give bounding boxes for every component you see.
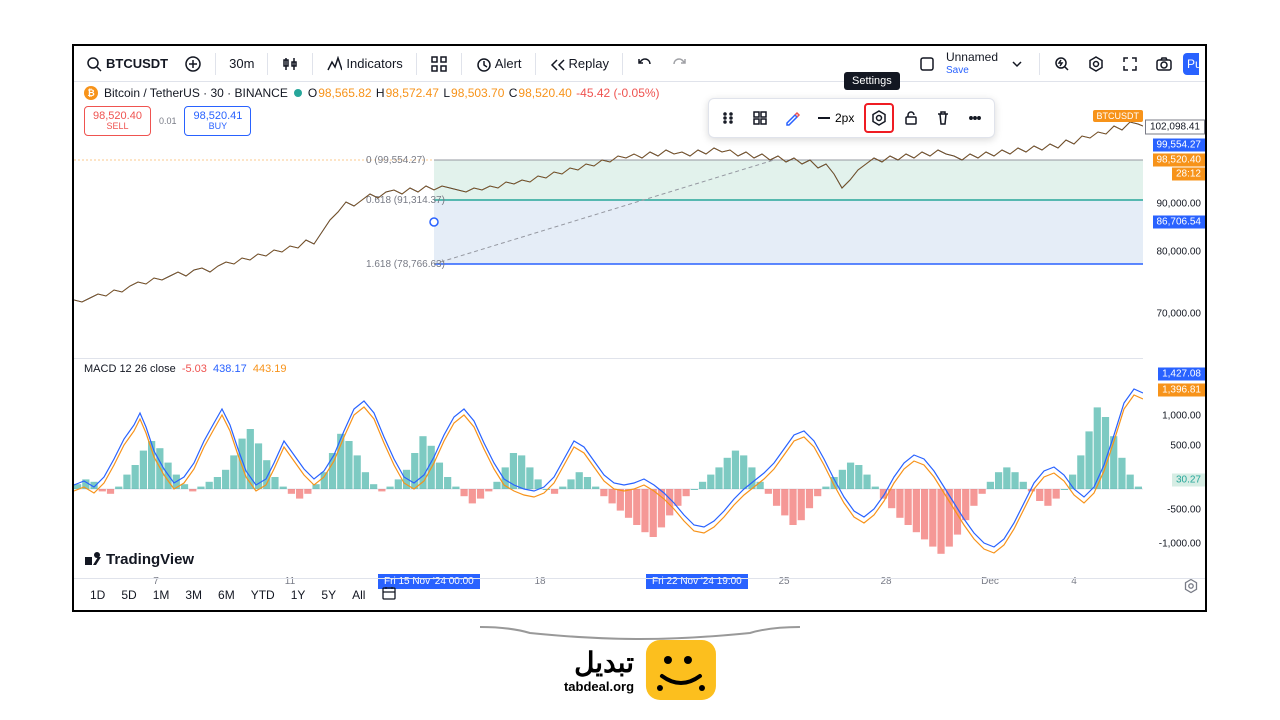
symbol-search-button[interactable]: BTCUSDT — [80, 53, 174, 75]
macd-axis-label: -1,000.00 — [1159, 539, 1201, 550]
symbol-text: BTCUSDT — [106, 56, 168, 71]
layout-grid-button[interactable] — [912, 52, 942, 76]
price-axis-label: 86,706.54 — [1153, 216, 1206, 229]
chart-app-frame: BTCUSDT 30m Indicators Alert Replay — [72, 44, 1207, 612]
macd-svg — [74, 359, 1143, 577]
publish-button[interactable]: Pu — [1183, 53, 1199, 75]
goto-date-button[interactable] — [375, 582, 403, 607]
undo-icon — [636, 55, 654, 73]
redo-button[interactable] — [664, 52, 694, 76]
chevron-down-icon — [1008, 55, 1026, 73]
macd-axis-label: 1,427.08 — [1158, 368, 1205, 381]
price-axis-label: 80,000.00 — [1157, 247, 1202, 258]
range-3m[interactable]: 3M — [179, 585, 208, 605]
price-axis-label: 28:12 — [1172, 168, 1205, 181]
svg-text:0.618 (91,314.37): 0.618 (91,314.37) — [366, 195, 445, 206]
line-width-button[interactable]: 2px — [809, 103, 862, 133]
macd-axis-label: 30.27 — [1172, 474, 1205, 487]
svg-text:1.618 (78,766.63): 1.618 (78,766.63) — [366, 259, 445, 270]
sell-button[interactable]: 98,520.40 SELL — [84, 106, 151, 136]
bolt-search-icon — [1053, 55, 1071, 73]
price-axis-label: 98,520.40 — [1153, 154, 1206, 167]
macd-panel[interactable]: MACD 12 26 close -5.03 438.17 443.19 Tra… — [74, 358, 1143, 576]
pair-title: Bitcoin / TetherUS · 30 · BINANCE — [104, 86, 288, 100]
quick-search-button[interactable] — [1047, 52, 1077, 76]
gear-hex-icon — [1087, 55, 1105, 73]
symbol-axis-tag: BTCUSDT — [1093, 110, 1144, 122]
drawing-toolbar: 2px — [708, 98, 995, 138]
macd-axis-label: 1,396.81 — [1158, 384, 1205, 397]
layout-menu-button[interactable] — [1002, 52, 1032, 76]
macd-axis-label: 1,000.00 — [1162, 411, 1201, 422]
alert-icon — [475, 56, 491, 72]
fullscreen-button[interactable] — [1115, 52, 1145, 76]
alert-button[interactable]: Alert — [469, 53, 528, 75]
macd-axis-label: 500.00 — [1170, 441, 1201, 452]
date-range-bar: 1D5D1M3M6MYTD1Y5YAll — [74, 578, 1205, 610]
chart-settings-button[interactable] — [1081, 52, 1111, 76]
lock-button[interactable] — [896, 103, 926, 133]
square-icon — [918, 55, 936, 73]
range-1y[interactable]: 1Y — [285, 585, 312, 605]
template-button[interactable] — [745, 103, 775, 133]
range-1m[interactable]: 1M — [147, 585, 176, 605]
range-ytd[interactable]: YTD — [245, 585, 281, 605]
range-5d[interactable]: 5D — [115, 585, 142, 605]
macd-axis-label: -500.00 — [1167, 505, 1201, 516]
grid-icon — [430, 55, 448, 73]
price-axis-label: 99,554.27 — [1153, 139, 1206, 152]
range-5y[interactable]: 5Y — [315, 585, 342, 605]
search-icon — [86, 56, 102, 72]
buy-button[interactable]: 98,520.41 BUY — [184, 106, 251, 136]
replay-icon — [549, 56, 565, 72]
chart-legend: ₿ Bitcoin / TetherUS · 30 · BINANCE O98,… — [84, 86, 661, 100]
ohlc-values: O98,565.82 H98,572.47 L98,503.70 C98,520… — [308, 86, 661, 100]
main-toolbar: BTCUSDT 30m Indicators Alert Replay — [74, 46, 1205, 82]
brand-logo-icon — [646, 640, 716, 700]
footer-brand: تبدیل tabdeal.org — [564, 640, 716, 700]
indicators-button[interactable]: Indicators — [320, 53, 408, 75]
candles-icon — [281, 55, 299, 73]
price-axis-label: 102,098.41 — [1145, 120, 1205, 135]
range-1d[interactable]: 1D — [84, 585, 111, 605]
indicators-icon — [326, 56, 342, 72]
spread-value: 0.01 — [159, 116, 177, 126]
range-all[interactable]: All — [346, 585, 371, 605]
brand-arabic: تبدیل — [564, 646, 634, 679]
svg-text:0 (99,554.27): 0 (99,554.27) — [366, 155, 426, 166]
color-button[interactable] — [777, 103, 807, 133]
price-axis[interactable]: 102,098.41 99,554.27 98,520.4028:12 90,000.… — [1143, 82, 1205, 576]
trade-buttons: 98,520.40 SELL 0.01 98,520.41 BUY — [84, 106, 251, 136]
delete-button[interactable] — [928, 103, 958, 133]
redo-icon — [670, 55, 688, 73]
fullscreen-icon — [1121, 55, 1139, 73]
chart-type-button[interactable] — [275, 52, 305, 76]
range-6m[interactable]: 6M — [212, 585, 241, 605]
layout-name-button[interactable]: Unnamed Save — [946, 51, 998, 75]
settings-button[interactable] — [864, 103, 894, 133]
price-axis-label: 70,000.00 — [1157, 309, 1202, 320]
brand-url: tabdeal.org — [564, 679, 634, 694]
replay-button[interactable]: Replay — [543, 53, 615, 75]
market-open-icon — [294, 89, 302, 97]
btc-icon: ₿ — [84, 86, 98, 100]
camera-icon — [1155, 55, 1173, 73]
drag-handle-icon[interactable] — [713, 103, 743, 133]
price-axis-label: 90,000.00 — [1157, 199, 1202, 210]
settings-tooltip: Settings — [844, 72, 900, 90]
plus-circle-icon — [184, 55, 202, 73]
macd-legend: MACD 12 26 close -5.03 438.17 443.19 — [84, 363, 286, 375]
more-button[interactable] — [960, 103, 990, 133]
interval-button[interactable]: 30m — [223, 53, 260, 74]
templates-button[interactable] — [424, 52, 454, 76]
tradingview-logo: TradingView — [84, 550, 194, 568]
snapshot-button[interactable] — [1149, 52, 1179, 76]
add-symbol-button[interactable] — [178, 52, 208, 76]
undo-button[interactable] — [630, 52, 660, 76]
